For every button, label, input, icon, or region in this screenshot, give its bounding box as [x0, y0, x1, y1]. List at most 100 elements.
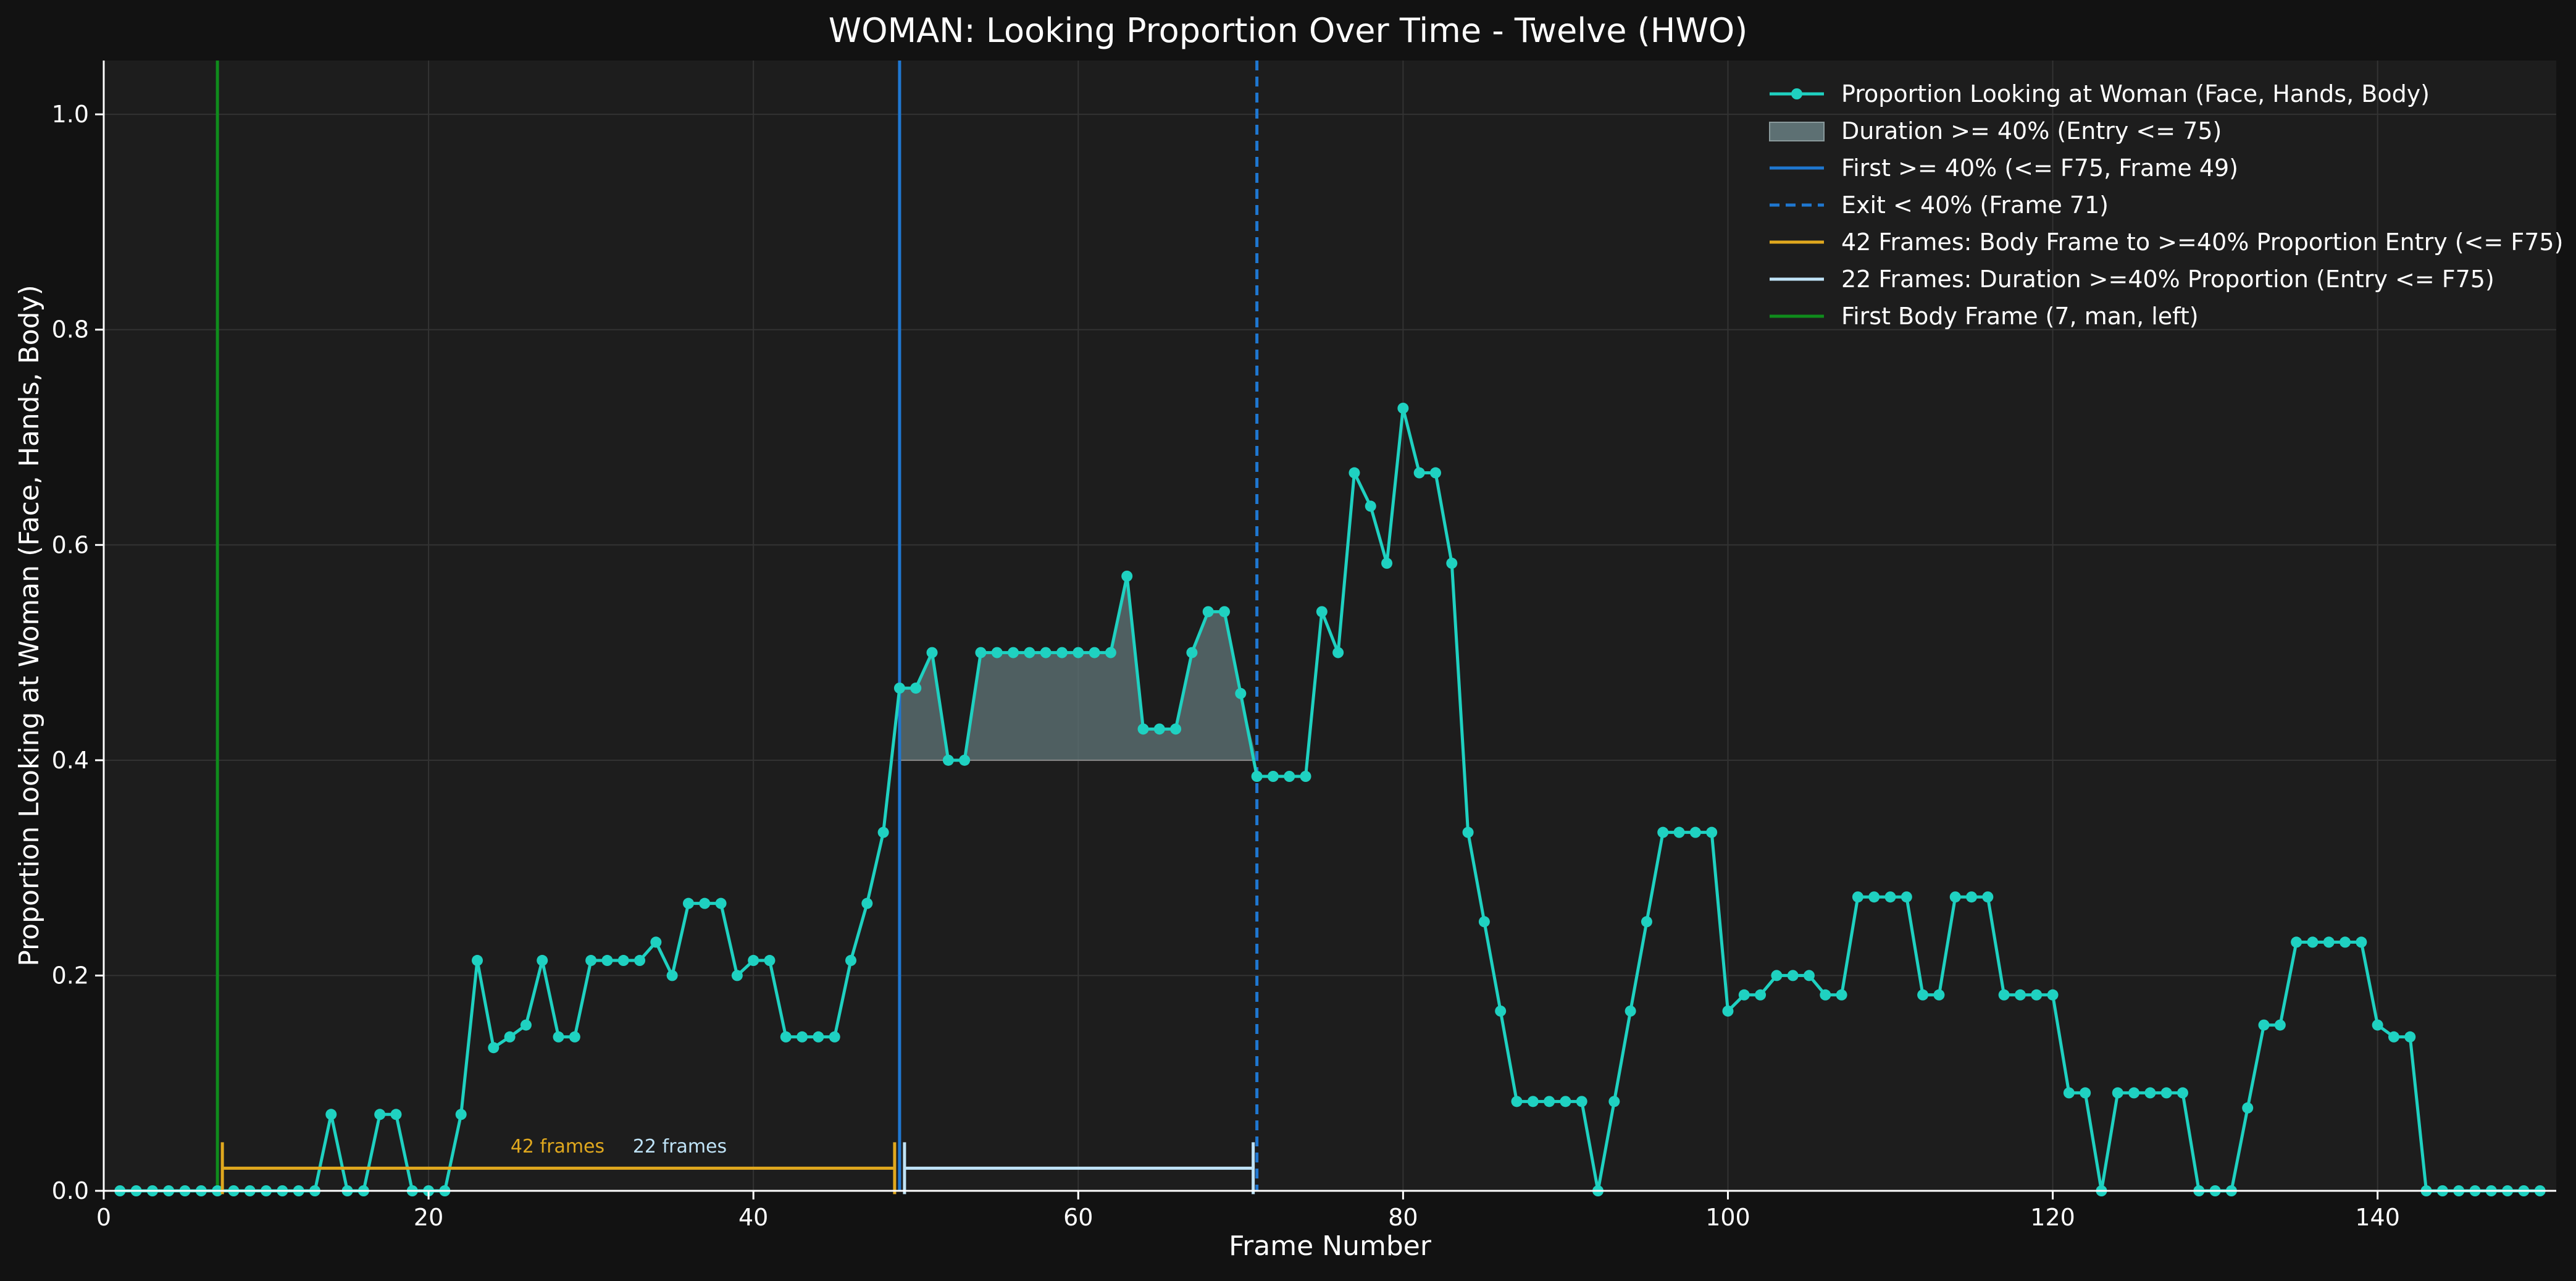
data-point — [1511, 1096, 1523, 1107]
data-point — [1495, 1005, 1507, 1017]
data-point — [1560, 1096, 1571, 1107]
legend-item-series: Proportion Looking at Woman (Face, Hands… — [1770, 80, 2430, 107]
data-point — [1462, 826, 1474, 838]
data-point — [1300, 771, 1311, 782]
data-point — [650, 936, 662, 948]
data-point — [1738, 989, 1750, 1001]
data-point — [2372, 1019, 2383, 1031]
shaded-duration-region — [899, 576, 1257, 760]
chart-title: WOMAN: Looking Proportion Over Time - Tw… — [829, 11, 1748, 50]
data-point — [1852, 891, 1863, 903]
data-point — [2144, 1087, 2156, 1099]
legend-item-shaded: Duration >= 40% (Entry <= 75) — [1769, 117, 2222, 145]
data-point — [1413, 467, 1425, 479]
data-point — [1949, 891, 1961, 903]
data-point — [1349, 467, 1360, 479]
data-point — [1608, 1096, 1620, 1107]
data-point — [2258, 1019, 2270, 1031]
data-point — [1251, 771, 1263, 782]
data-point — [1332, 647, 1344, 658]
data-point — [1982, 891, 1994, 903]
data-point — [1381, 557, 1393, 569]
plot-area — [104, 61, 2556, 1191]
data-point — [2112, 1087, 2123, 1099]
data-point — [2388, 1031, 2399, 1043]
data-point — [1641, 916, 1652, 928]
x-tick-label: 40 — [738, 1204, 768, 1231]
data-point — [2307, 936, 2319, 948]
data-point — [731, 970, 743, 981]
bracket-annotation-duration: 22 frames — [633, 1136, 727, 1157]
data-point — [2404, 1031, 2416, 1043]
data-point — [1527, 1096, 1539, 1107]
data-point — [845, 955, 857, 967]
data-point — [2242, 1102, 2254, 1114]
data-point — [1478, 916, 1490, 928]
data-point — [748, 955, 759, 967]
legend-label: Proportion Looking at Woman (Face, Hands… — [1841, 80, 2430, 107]
data-point — [1820, 989, 1831, 1001]
data-point — [2063, 1087, 2075, 1099]
data-point — [325, 1109, 337, 1120]
data-point — [1089, 647, 1100, 658]
data-point — [2047, 989, 2059, 1001]
legend-label: First >= 40% (<= F75, Frame 49) — [1841, 154, 2238, 182]
data-point — [374, 1109, 386, 1120]
legend-label: Duration >= 40% (Entry <= 75) — [1841, 117, 2222, 145]
data-point — [2177, 1087, 2188, 1099]
data-point — [893, 682, 905, 694]
legend-item-body-to-entry: 42 Frames: Body Frame to >=40% Proportio… — [1770, 229, 2563, 256]
data-point — [1186, 647, 1198, 658]
y-tick-label: 1.0 — [52, 101, 89, 128]
data-point — [1673, 826, 1685, 838]
data-point — [2014, 989, 2026, 1001]
data-point — [1365, 500, 1376, 512]
data-point — [1836, 989, 1847, 1001]
data-point — [472, 955, 483, 967]
legend-swatch — [1769, 122, 1825, 141]
data-point — [1917, 989, 1929, 1001]
x-axis-label: Frame Number — [1229, 1230, 1432, 1262]
data-point — [2340, 936, 2351, 948]
data-point — [1884, 891, 1896, 903]
data-point — [910, 682, 922, 694]
data-point — [1868, 891, 1880, 903]
data-point — [585, 955, 597, 967]
data-point — [537, 955, 548, 967]
data-point — [1024, 647, 1035, 658]
y-axis-label: Proportion Looking at Woman (Face, Hands… — [14, 285, 45, 966]
data-point — [1073, 647, 1084, 658]
data-point — [959, 754, 971, 766]
data-point — [764, 955, 776, 967]
data-point — [1121, 570, 1133, 582]
data-point — [699, 897, 711, 909]
legend: Proportion Looking at Woman (Face, Hands… — [1769, 80, 2563, 330]
legend-marker — [1791, 88, 1802, 99]
data-point — [1933, 989, 1945, 1001]
data-point — [1429, 467, 1441, 479]
data-point — [1689, 826, 1701, 838]
x-tick-label: 0 — [96, 1204, 111, 1231]
vertical-lines-layer — [215, 61, 1259, 1191]
data-point — [634, 955, 646, 967]
data-point — [2274, 1019, 2286, 1031]
data-point — [877, 826, 889, 838]
data-point — [617, 955, 629, 967]
data-point — [926, 647, 938, 658]
data-point — [1544, 1096, 1555, 1107]
data-point — [1625, 1005, 1636, 1017]
data-point — [991, 647, 1003, 658]
data-point — [829, 1031, 840, 1043]
legend-label: Exit < 40% (Frame 71) — [1841, 191, 2109, 219]
data-point — [1267, 771, 1279, 782]
y-tick-label: 0.2 — [52, 962, 89, 989]
data-point — [488, 1042, 500, 1054]
data-point — [1657, 826, 1669, 838]
data-point — [666, 970, 678, 981]
data-point — [1787, 970, 1799, 981]
data-point — [1397, 402, 1409, 414]
data-point — [1998, 989, 2010, 1001]
data-point — [1137, 723, 1149, 735]
data-point — [813, 1031, 824, 1043]
data-point — [1235, 687, 1247, 699]
